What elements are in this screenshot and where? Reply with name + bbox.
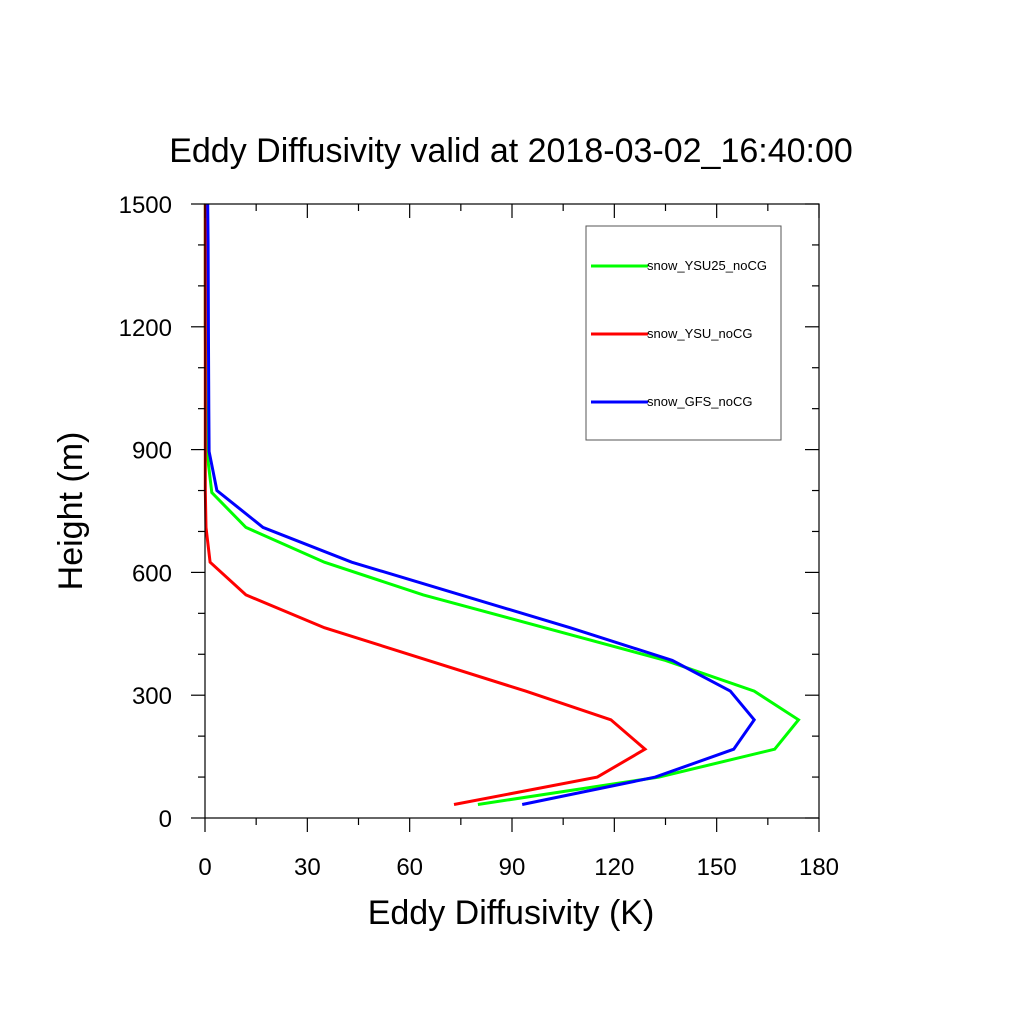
x-tick-label: 180 — [799, 854, 839, 881]
x-tick-label: 0 — [198, 854, 211, 881]
x-tick-label: 30 — [294, 854, 321, 881]
y-tick-label: 600 — [132, 560, 172, 587]
y-tick-label: 1200 — [119, 315, 172, 342]
axis-layer: 0 30 60 90 120 150 180 0 300 600 900 1200 1500 — [119, 192, 839, 881]
y-tick-label: 1500 — [119, 192, 172, 219]
chart-title: Eddy Diffusivity valid at 2018-03-02_16:… — [169, 132, 853, 170]
legend-items: snow_YSU25_noCG snow_YSU_noCG snow_GFS_noC… — [591, 258, 767, 409]
y-tick-label: 900 — [132, 438, 172, 465]
legend: snow_YSU25_noCG snow_YSU_noCG snow_GFS_noC… — [585, 225, 782, 441]
x-tick-label: 150 — [697, 854, 737, 881]
legend-label-1: snow_YSU25_noCG — [647, 258, 767, 273]
x-axis-label: Eddy Diffusivity (K) — [368, 894, 655, 932]
x-tick-label: 90 — [499, 854, 526, 881]
y-tick-label: 300 — [132, 683, 172, 710]
x-tick-label: 60 — [396, 854, 423, 881]
y-axis-label: Height (m) — [52, 432, 90, 591]
legend-label-3: snow_GFS_noCG — [647, 394, 753, 409]
y-tick-label: 0 — [159, 806, 172, 833]
legend-label-2: snow_YSU_noCG — [647, 326, 753, 341]
x-tick-label: 120 — [594, 854, 634, 881]
series-line-3 — [206, 203, 757, 806]
